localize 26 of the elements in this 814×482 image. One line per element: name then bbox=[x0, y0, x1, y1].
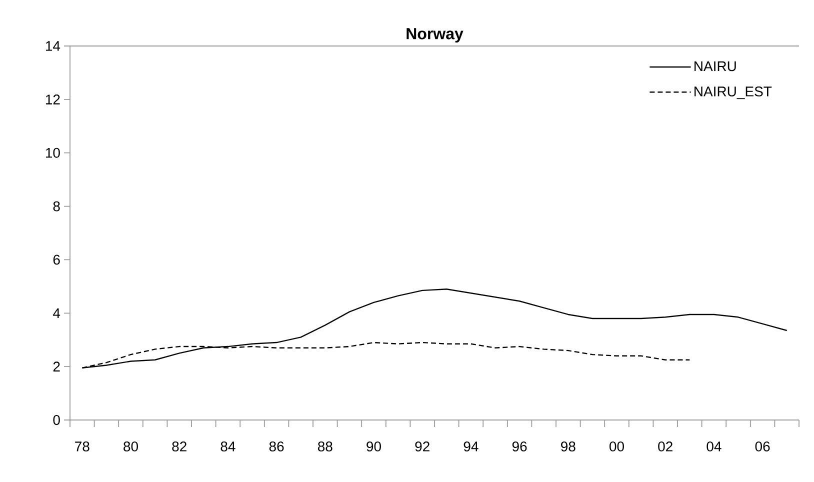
x-tick-label: 98 bbox=[561, 442, 576, 452]
x-tick-label: 96 bbox=[512, 442, 527, 452]
x-tick-label: 78 bbox=[75, 442, 90, 452]
x-tick-label: 00 bbox=[610, 442, 624, 452]
y-tick-label: 10 bbox=[46, 148, 60, 158]
chart-title: Norway bbox=[406, 28, 464, 43]
y-tick-label: 2 bbox=[53, 362, 60, 372]
y-tick-label: 8 bbox=[53, 201, 60, 212]
y-tick-label: 4 bbox=[53, 308, 60, 318]
x-tick-label: 80 bbox=[124, 442, 138, 452]
x-tick-label: 02 bbox=[658, 442, 672, 452]
x-tick-label: 82 bbox=[172, 442, 186, 452]
x-tick-label: 92 bbox=[415, 442, 430, 452]
x-tick-label: 90 bbox=[366, 442, 381, 452]
y-tick-label: 12 bbox=[46, 94, 60, 104]
legend-label: NAIRU bbox=[694, 61, 736, 72]
x-tick-label: 06 bbox=[755, 442, 770, 452]
x-tick-label: 94 bbox=[464, 442, 478, 452]
y-tick-label: 0 bbox=[53, 415, 60, 425]
x-tick-label: 84 bbox=[220, 442, 236, 452]
y-tick-label: 6 bbox=[53, 254, 60, 265]
x-tick-label: 88 bbox=[318, 442, 332, 452]
legend-label: NAIRU_EST bbox=[694, 86, 772, 100]
y-tick-label: 14 bbox=[46, 41, 60, 51]
x-tick-label: 86 bbox=[269, 442, 284, 452]
x-tick-label: 04 bbox=[706, 442, 722, 452]
